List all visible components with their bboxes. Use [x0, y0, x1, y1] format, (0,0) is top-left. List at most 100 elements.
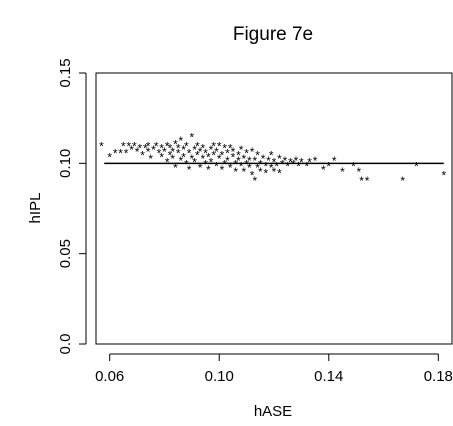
- data-point: *: [236, 148, 241, 162]
- data-point: *: [159, 150, 164, 164]
- data-point: *: [159, 141, 164, 155]
- data-point: *: [181, 150, 186, 164]
- data-point: *: [195, 139, 200, 153]
- data-point: *: [252, 174, 257, 188]
- data-point: *: [198, 161, 203, 175]
- data-point: *: [294, 154, 299, 168]
- plot-frame: [95, 72, 453, 345]
- x-tick-label: 0.06: [95, 368, 124, 385]
- data-point: *: [203, 158, 208, 172]
- data-point: *: [181, 143, 186, 157]
- data-point: *: [162, 145, 167, 159]
- data-point: *: [157, 147, 162, 161]
- data-point: *: [187, 163, 192, 177]
- data-point: *: [209, 143, 214, 157]
- data-point: *: [233, 158, 238, 172]
- data-point: *: [247, 161, 252, 175]
- data-point: *: [121, 139, 126, 153]
- data-point: *: [269, 148, 274, 162]
- data-point: *: [220, 163, 225, 177]
- data-point: *: [184, 139, 189, 153]
- data-point: *: [321, 163, 326, 177]
- data-point: *: [170, 152, 175, 166]
- data-point: *: [168, 141, 173, 155]
- data-point: *: [244, 158, 249, 172]
- data-point: *: [168, 148, 173, 162]
- data-point: *: [441, 168, 446, 182]
- data-point: *: [190, 130, 195, 144]
- data-point: *: [214, 145, 219, 159]
- data-point: *: [277, 152, 282, 166]
- x-tick-label: 0.14: [314, 368, 343, 385]
- data-point: *: [357, 165, 362, 179]
- data-point: *: [239, 159, 244, 173]
- data-point: *: [266, 154, 271, 168]
- data-point: *: [173, 138, 178, 152]
- data-point: *: [233, 165, 238, 179]
- data-point: *: [305, 159, 310, 173]
- data-point: *: [140, 148, 145, 162]
- data-point: *: [236, 154, 241, 168]
- data-point: *: [217, 139, 222, 153]
- data-point: *: [231, 145, 236, 159]
- data-point: *: [228, 141, 233, 155]
- y-tick-label: 0.0: [57, 334, 74, 355]
- data-point: *: [173, 161, 178, 175]
- y-axis-label: hIPL: [27, 193, 44, 224]
- data-point: *: [326, 159, 331, 173]
- y-axis: 0.0 0.05 0.10 0.15: [57, 58, 87, 355]
- x-tick-label: 0.10: [205, 368, 234, 385]
- data-point: *: [272, 165, 277, 179]
- y-tick-label: 0.05: [57, 239, 74, 268]
- data-point: *: [107, 150, 112, 164]
- data-point: *: [414, 159, 419, 173]
- data-point: *: [206, 150, 211, 164]
- data-points: ** * *************************************…: [99, 130, 446, 187]
- data-point: *: [143, 141, 148, 155]
- data-point: *: [250, 168, 255, 182]
- data-point: *: [187, 147, 192, 161]
- data-point: *: [99, 139, 104, 153]
- data-point: *: [244, 147, 249, 161]
- data-point: *: [365, 174, 370, 188]
- chart-title: Figure 7e: [233, 24, 313, 45]
- data-point: *: [242, 152, 247, 166]
- data-point: *: [137, 141, 142, 155]
- data-point: *: [225, 154, 230, 168]
- data-point: *: [231, 150, 236, 164]
- data-point: *: [146, 145, 151, 159]
- data-point: *: [184, 158, 189, 172]
- data-point: *: [263, 159, 268, 173]
- data-point: *: [247, 154, 252, 168]
- data-point: *: [263, 167, 268, 181]
- x-axis: 0.06 0.10 0.14 0.18: [95, 353, 453, 385]
- data-point: *: [154, 139, 159, 153]
- data-point: *: [359, 174, 364, 188]
- y-tick-label: 0.10: [57, 149, 74, 178]
- data-point: *: [228, 161, 233, 175]
- data-point: *: [118, 147, 123, 161]
- data-point: *: [239, 143, 244, 157]
- data-point: *: [340, 165, 345, 179]
- data-point: *: [211, 139, 216, 153]
- data-point: *: [214, 159, 219, 173]
- data-point: *: [206, 163, 211, 177]
- data-point: *: [277, 167, 282, 181]
- data-point: *: [151, 143, 156, 157]
- data-point: *: [198, 145, 203, 159]
- data-point: *: [195, 148, 200, 162]
- data-point: *: [274, 159, 279, 173]
- data-point: *: [146, 139, 151, 153]
- data-point: *: [220, 148, 225, 162]
- data-point: *: [113, 147, 118, 161]
- data-point: *: [217, 152, 222, 166]
- data-point: *: [283, 154, 288, 168]
- data-point: *: [285, 159, 290, 173]
- data-point: *: [255, 148, 260, 162]
- data-point: *: [258, 165, 263, 179]
- data-point: *: [148, 152, 153, 166]
- data-point: *: [135, 145, 140, 159]
- data-point: *: [124, 147, 129, 161]
- data-point: *: [261, 152, 266, 166]
